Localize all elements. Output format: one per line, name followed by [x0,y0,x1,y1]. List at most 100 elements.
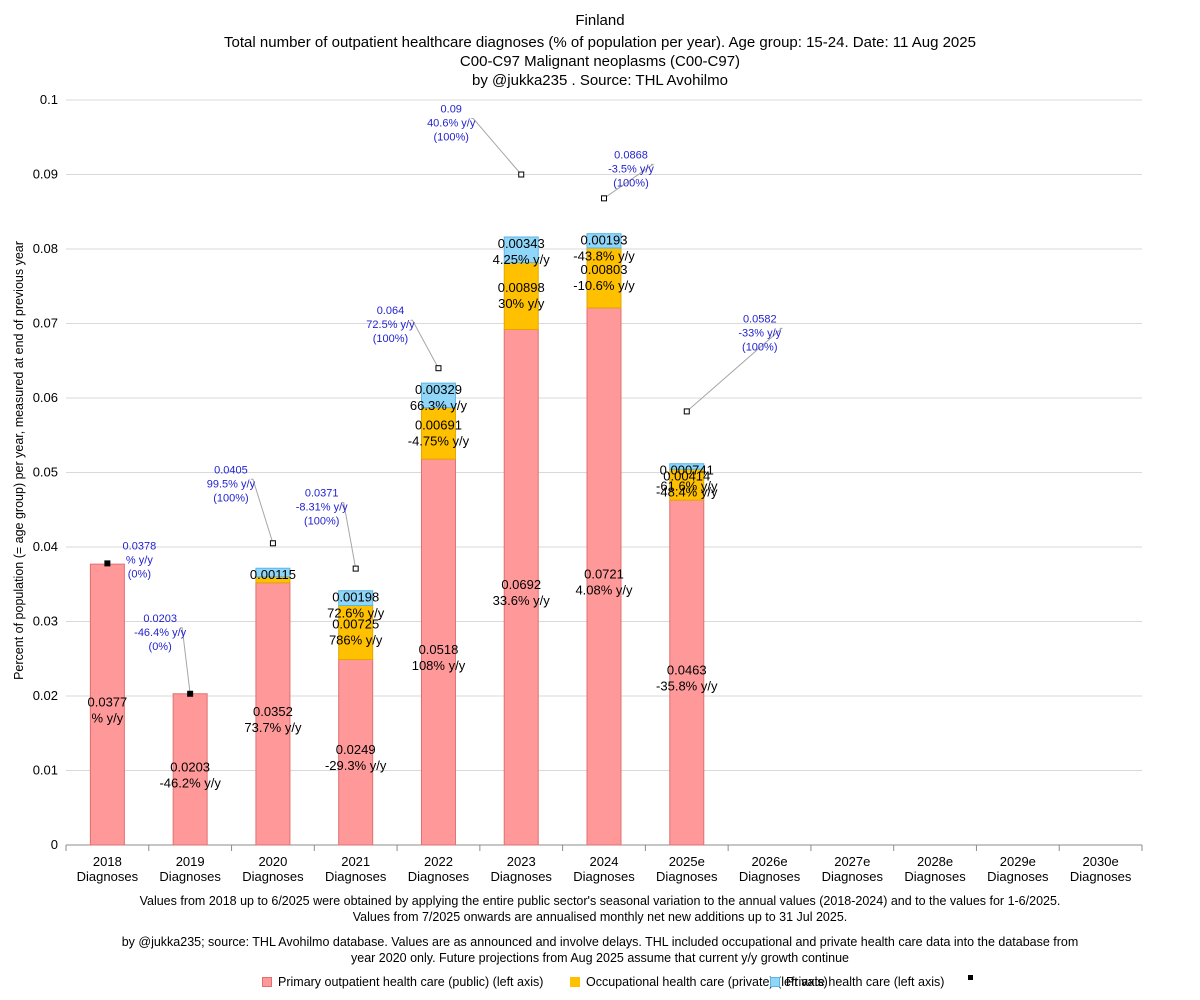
x-tick-label: 2021 Diagnoses [325,854,387,884]
data-label-public: 0.0249 -29.3% y/y [325,742,387,773]
x-tick-label: 2024 Diagnoses [573,854,635,884]
y-tick-label: 0 [51,837,58,852]
total-marker [269,540,276,547]
total-marker [518,171,525,178]
x-tick-label: 2028e Diagnoses [904,854,966,884]
data-label-public: 0.0352 73.7% y/y [244,704,302,735]
data-label-public: 0.0463 -35.8% y/y [656,663,718,694]
legend-label-occupational: Occupational health care (private) (left… [586,975,828,989]
bar-public [338,658,374,846]
footnote-line-4: year 2020 only. Future projections from … [351,951,849,965]
callout-leader [341,502,357,569]
data-label-occupational: 0.00803 -10.6% y/y [573,262,635,293]
data-label-private: 0.000741 -61.6% y/y [656,463,718,494]
y-tick-label: 0.04 [33,539,58,554]
data-label-public: 0.0518 108% y/y [412,642,466,673]
total-marker [435,365,442,372]
x-tick-label: 2025e Diagnoses [656,854,718,884]
x-tick-label: 2023 Diagnoses [491,854,553,884]
data-label-occupational: 0.00414 -48.4% y/y [656,469,718,500]
data-label-public: 0.0377% y/y [88,695,128,726]
data-label-occupational: 0.00691 -4.75% y/y [408,417,470,448]
callout-leader [410,319,439,369]
data-label-private: 0.00198 72.6% y/y [327,590,385,621]
chart-legend: Primary outpatient health care (public) … [0,975,1200,993]
bar-public [503,328,539,846]
data-label-private: 0.00343 4.25% y/y [493,236,551,267]
total-label: 0.0371 -8.31% y/y (100%) [296,488,348,528]
legend-item-public: Primary outpatient health care (public) … [262,975,543,989]
bar-occupational [669,468,705,501]
data-label-occupational: 0.00898 30% y/y [498,280,545,311]
total-marker [187,690,194,697]
x-tick-label: 2026e Diagnoses [739,854,801,884]
total-label: 0.0405 99.5% y/y (100%) [207,464,256,504]
total-marker [683,408,690,415]
legend-label-private: Private health care (left axis) [786,975,945,989]
x-tick-label: 2030e Diagnoses [1070,854,1132,884]
data-label-private: 0.00115 [250,567,296,582]
data-label-private: 0.00193 -43.8% y/y [573,233,635,264]
bar-private [586,233,622,249]
bar-public [420,458,456,846]
legend-swatch-private [770,977,780,987]
legend-item-occupational: Occupational health care (private) (left… [570,975,828,989]
bar-public [255,582,291,846]
total-label: 0.0203 -46.4% y/y (0%) [134,613,186,653]
bar-private [503,236,539,264]
footnote-line-1: Values from 2018 up to 6/2025 were obtai… [139,894,1061,908]
total-label: 0.0582 -33% y/y (100%) [738,313,781,353]
x-tick-label: 2027e Diagnoses [822,854,884,884]
legend-swatch-occupational [570,977,580,987]
y-tick-label: 0.1 [40,92,58,107]
callout-leader [250,478,274,544]
legend-item-marker [968,975,973,980]
y-tick-label: 0.05 [33,465,58,480]
bar-private [669,463,705,470]
callout-leader [603,163,655,199]
total-label: 0.0378% y/y (0%) [123,540,157,580]
data-label-occupational: 0.00725 786% y/y [329,616,383,647]
footnote-line-3: by @jukka235; source: THL Avohilmo datab… [121,935,1079,949]
legend-swatch-marker [968,975,973,980]
callout-leader [471,118,522,175]
legend-swatch-public [262,977,272,987]
x-tick-label: 2020 Diagnoses [242,854,304,884]
bar-occupational [503,262,539,330]
total-label: 0.0868 -3.5% y/y (100%) [608,149,654,189]
y-tick-label: 0.07 [33,316,58,331]
total-marker [104,560,111,567]
x-tick-label: 2029e Diagnoses [987,854,1049,884]
callout-leader [180,627,191,694]
bar-occupational [420,407,456,460]
bar-public [669,499,705,846]
x-tick-label: 2018 Diagnoses [77,854,139,884]
data-label-public: 0.0721 4.08% y/y [575,566,633,597]
bar-occupational [338,604,374,660]
callout-leader [686,327,784,412]
bar-private [338,590,374,606]
bar-public [172,693,208,846]
chart-title-line-4: by @jukka235 . Source: THL Avohilmo [472,72,728,89]
y-tick-label: 0.06 [33,390,58,405]
chart-title-line-2: Total number of outpatient healthcare di… [224,34,976,51]
y-tick-label: 0.08 [33,241,58,256]
x-tick-label: 2019 Diagnoses [159,854,221,884]
total-marker [601,195,607,202]
y-tick-label: 0.01 [33,763,58,778]
y-tick-label: 0.03 [33,614,58,629]
total-label: 0.064 72.5% y/y (100%) [366,305,415,345]
legend-item-private: Private health care (left axis) [770,975,944,989]
y-axis-label: Percent of population (= age group) per … [12,241,26,680]
bar-public [586,307,622,846]
bar-private [420,382,456,409]
legend-label-public: Primary outpatient health care (public) … [278,975,544,989]
bar-occupational [586,247,622,309]
x-tick-label: 2022 Diagnoses [408,854,470,884]
chart-title-line-1: Finland [575,12,625,29]
stacked-bar-chart: 0 0.01 0.02 0.03 0.04 0.05 0.06 0.07 0.08 0.09 0.1… [12,92,1143,884]
bar-private [255,567,291,578]
total-label: 0.09 40.6% y/y (100%) [427,104,476,144]
y-tick-label: 0.09 [33,167,58,182]
y-tick-label: 0.02 [33,688,58,703]
